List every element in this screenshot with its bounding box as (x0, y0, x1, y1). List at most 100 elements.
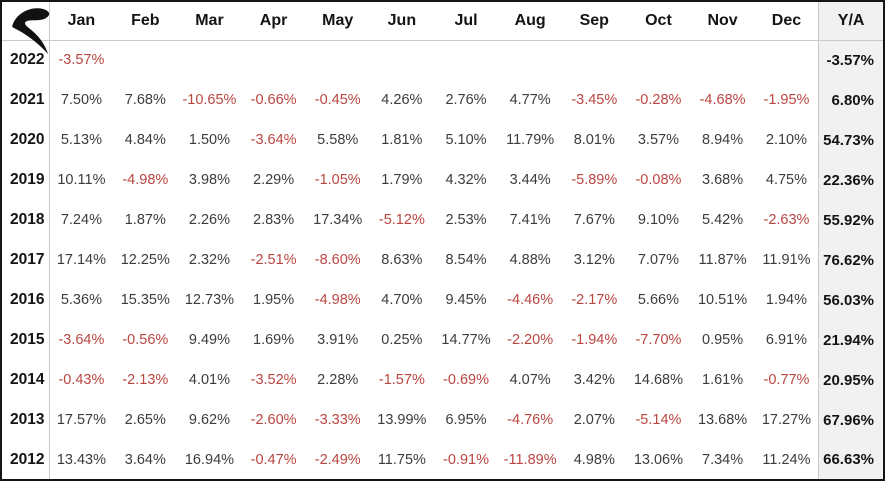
cell-2012-sep: 4.98% (562, 440, 627, 480)
cell-2017-aug: 4.88% (498, 240, 563, 280)
cell-2017-may: -8.60% (305, 240, 370, 280)
cell-2014-sep: 3.42% (562, 360, 627, 400)
cell-2016-ya: 56.03% (818, 280, 884, 320)
row-label-2016: 2016 (1, 280, 50, 320)
cell-2014-feb: -2.13% (113, 360, 178, 400)
cell-2017-jan: 17.14% (49, 240, 114, 280)
cell-2019-jun: 1.79% (369, 160, 434, 200)
cell-2014-may: 2.28% (305, 360, 370, 400)
cell-2022-jun (369, 40, 434, 80)
cell-2013-aug: -4.76% (498, 400, 563, 440)
cell-2019-feb: -4.98% (113, 160, 178, 200)
cell-2018-mar: 2.26% (177, 200, 242, 240)
cell-2013-jun: 13.99% (369, 400, 434, 440)
cell-2015-nov: 0.95% (690, 320, 755, 360)
cell-2022-apr (241, 40, 306, 80)
table-row-2015: 2015 -3.64% -0.56% 9.49% 1.69% 3.91% 0.25% 14.7… (1, 320, 884, 360)
cell-2013-may: -3.33% (305, 400, 370, 440)
row-label-2012: 2012 (1, 440, 50, 480)
row-label-2017: 2017 (1, 240, 50, 280)
row-label-2018: 2018 (1, 200, 50, 240)
cell-2014-ya: 20.95% (818, 360, 884, 400)
cell-2013-oct: -5.14% (626, 400, 691, 440)
cell-2017-feb: 12.25% (113, 240, 178, 280)
cell-2014-oct: 14.68% (626, 360, 691, 400)
cell-2022-feb (113, 40, 178, 80)
cell-2014-jul: -0.69% (433, 360, 499, 400)
cell-2018-may: 17.34% (305, 200, 370, 240)
cell-2021-jun: 4.26% (369, 80, 434, 120)
row-label-2014: 2014 (1, 360, 50, 400)
cell-2012-ya: 66.63% (818, 440, 884, 480)
cell-2020-may: 5.58% (305, 120, 370, 160)
cell-2015-apr: 1.69% (241, 320, 306, 360)
cell-2021-jul: 2.76% (433, 80, 499, 120)
cell-2017-mar: 2.32% (177, 240, 242, 280)
row-label-2021: 2021 (1, 80, 50, 120)
cell-2021-oct: -0.28% (626, 80, 691, 120)
cell-2018-feb: 1.87% (113, 200, 178, 240)
cell-2020-sep: 8.01% (562, 120, 627, 160)
cell-2019-mar: 3.98% (177, 160, 242, 200)
table-row-2018: 2018 7.24% 1.87% 2.26% 2.83% 17.34% -5.12% 2.53… (1, 200, 884, 240)
cell-2019-jan: 10.11% (49, 160, 114, 200)
cell-2018-sep: 7.67% (562, 200, 627, 240)
cell-2021-may: -0.45% (305, 80, 370, 120)
cell-2015-aug: -2.20% (498, 320, 563, 360)
cell-2021-sep: -3.45% (562, 80, 627, 120)
cell-2018-apr: 2.83% (241, 200, 306, 240)
cell-2022-jul (433, 40, 499, 80)
row-label-2013: 2013 (1, 400, 50, 440)
table-row-2014: 2014 -0.43% -2.13% 4.01% -3.52% 2.28% -1.57% -0… (1, 360, 884, 400)
cell-2015-feb: -0.56% (113, 320, 178, 360)
cell-2022-aug (498, 40, 563, 80)
cell-2020-jul: 5.10% (433, 120, 499, 160)
cell-2012-oct: 13.06% (626, 440, 691, 480)
cell-2018-dec: -2.63% (754, 200, 819, 240)
cell-2013-jul: 6.95% (433, 400, 499, 440)
cell-2015-sep: -1.94% (562, 320, 627, 360)
cell-2016-apr: 1.95% (241, 280, 306, 320)
cell-2019-dec: 4.75% (754, 160, 819, 200)
table-row-2021: 2021 7.50% 7.68% -10.65% -0.66% -0.45% 4.26% 2.… (1, 80, 884, 120)
cell-2021-nov: -4.68% (690, 80, 755, 120)
column-header-jul: Jul (433, 1, 499, 41)
cell-2013-dec: 17.27% (754, 400, 819, 440)
cell-2015-oct: -7.70% (626, 320, 691, 360)
cell-2019-nov: 3.68% (690, 160, 755, 200)
cell-2020-jun: 1.81% (369, 120, 434, 160)
cell-2014-jun: -1.57% (369, 360, 434, 400)
table-row-2013: 2013 17.57% 2.65% 9.62% -2.60% -3.33% 13.99% 6.… (1, 400, 884, 440)
row-label-2015: 2015 (1, 320, 50, 360)
cell-2015-jan: -3.64% (49, 320, 114, 360)
cell-2013-mar: 9.62% (177, 400, 242, 440)
cell-2022-jan: -3.57% (49, 40, 114, 80)
cell-2020-dec: 2.10% (754, 120, 819, 160)
cell-2022-dec (754, 40, 819, 80)
cell-2019-aug: 3.44% (498, 160, 563, 200)
cell-2018-ya: 55.92% (818, 200, 884, 240)
cell-2017-apr: -2.51% (241, 240, 306, 280)
column-header-may: May (305, 1, 370, 41)
cell-2018-jun: -5.12% (369, 200, 434, 240)
cell-2018-nov: 5.42% (690, 200, 755, 240)
cell-2019-jul: 4.32% (433, 160, 499, 200)
cell-2012-mar: 16.94% (177, 440, 242, 480)
cell-2019-ya: 22.36% (818, 160, 884, 200)
cell-2015-ya: 21.94% (818, 320, 884, 360)
table-row-2017: 2017 17.14% 12.25% 2.32% -2.51% -8.60% 8.63% 8.… (1, 240, 884, 280)
cell-2022-ya: -3.57% (818, 40, 884, 80)
brand-logo-cell (1, 1, 50, 55)
cell-2013-sep: 2.07% (562, 400, 627, 440)
cell-2017-ya: 76.62% (818, 240, 884, 280)
cell-2020-mar: 1.50% (177, 120, 242, 160)
cell-2020-jan: 5.13% (49, 120, 114, 160)
cell-2014-aug: 4.07% (498, 360, 563, 400)
table-row-2020: 2020 5.13% 4.84% 1.50% -3.64% 5.58% 1.81% 5.10%… (1, 120, 884, 160)
cell-2018-oct: 9.10% (626, 200, 691, 240)
cell-2012-jan: 13.43% (49, 440, 114, 480)
cell-2022-nov (690, 40, 755, 80)
cell-2020-aug: 11.79% (498, 120, 563, 160)
cell-2015-may: 3.91% (305, 320, 370, 360)
